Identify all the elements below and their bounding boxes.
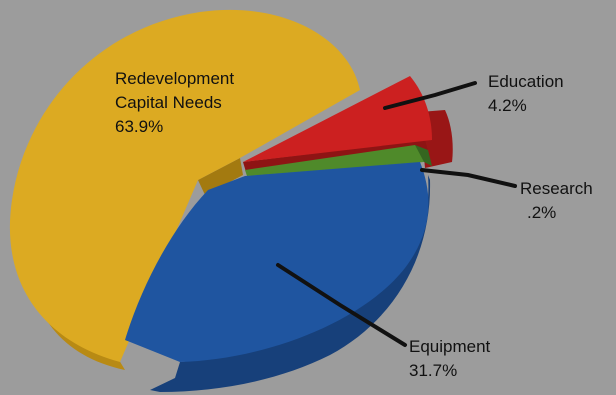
label-redevelopment-line1: Redevelopment [115,69,234,88]
slice-redevelopment-top [9,9,360,362]
leader-equipment [276,263,407,347]
leader-research [420,168,517,188]
slice-research [245,145,432,176]
label-education-value: 4.2% [488,96,527,115]
slice-equipment-side [150,175,431,392]
slice-education-top [243,76,432,162]
label-equipment: Equipment [409,337,491,356]
leader-lines [276,81,517,347]
label-redevelopment-line2: Capital Needs [115,93,222,112]
label-redevelopment-value: 63.9% [115,117,163,136]
slice-research-top [245,145,424,176]
leader-education [383,81,477,110]
label-research: Research [520,179,593,198]
slice-research-side [415,145,432,166]
slice-redevelopment [9,9,360,370]
slice-redevelopment-inner [198,158,243,195]
label-equipment-value: 31.7% [409,361,457,380]
label-research-value: .2% [527,203,556,222]
label-education: Education [488,72,564,91]
